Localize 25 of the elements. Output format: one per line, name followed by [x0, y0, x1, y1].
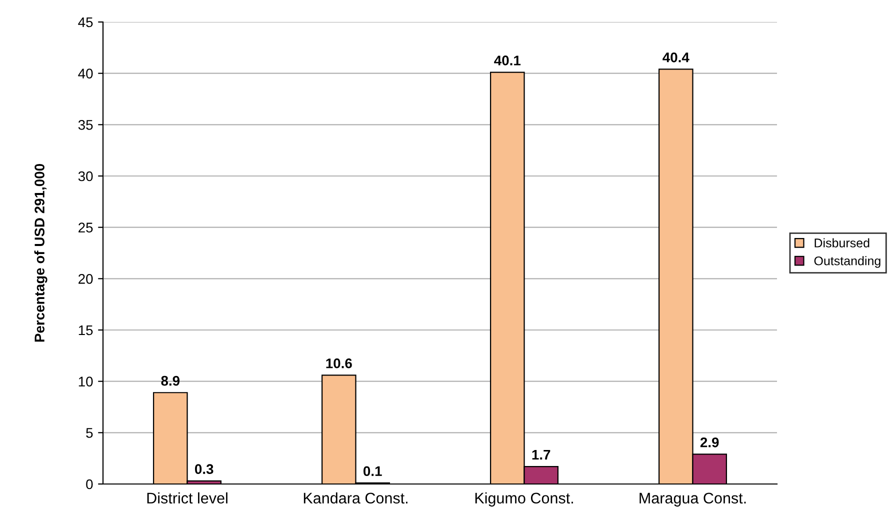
y-tick-label: 10 — [78, 376, 93, 387]
data-label: 0.1 — [363, 466, 382, 476]
y-tick-label: 15 — [78, 325, 93, 336]
y-tick-label: 35 — [78, 120, 93, 130]
data-label: 40.1 — [494, 56, 521, 66]
data-label: 2.9 — [700, 437, 719, 448]
y-tick-label: 0 — [86, 479, 93, 490]
y-tick-label: 20 — [78, 274, 93, 284]
y-tick-label: 5 — [86, 428, 93, 438]
y-tick-label: 25 — [78, 222, 93, 233]
x-tick-label: Maragua Const. — [640, 492, 746, 507]
data-label: 10.6 — [326, 358, 352, 368]
x-tick-label: District level — [147, 492, 228, 504]
y-tick-label: 45 — [78, 17, 93, 28]
legend-label: Disbursed — [814, 238, 870, 248]
data-label: 8.9 — [161, 376, 180, 386]
data-label: 0.3 — [194, 464, 214, 474]
x-tick-label: Kigumo Const. — [475, 492, 573, 507]
legend-label: Outstanding — [814, 256, 880, 268]
y-tick-label: 40 — [78, 68, 93, 79]
y-tick-label: 30 — [78, 171, 93, 182]
data-label: 40.4 — [662, 52, 690, 62]
x-tick-label: Kandara Const. — [304, 492, 408, 504]
data-label: 1.7 — [532, 450, 550, 460]
y-axis-title: Percentage of USD 291,000 — [34, 164, 48, 342]
